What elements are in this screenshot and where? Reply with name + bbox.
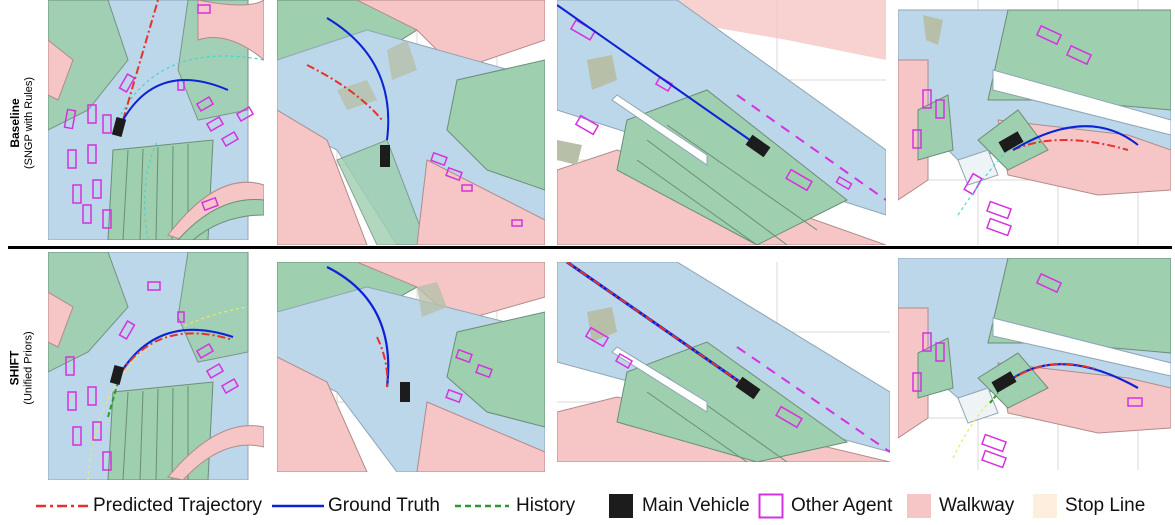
row-subtitle: (SNGP with Rules)	[23, 76, 36, 169]
legend-label: Other Agent	[791, 495, 893, 516]
legend: Predicted Trajectory Ground Truth Histor…	[0, 488, 1175, 524]
map-panel-baseline-1	[48, 0, 264, 240]
map-panel-baseline-2	[277, 0, 545, 245]
row-divider	[8, 246, 1172, 249]
map-panel-shift-4	[898, 258, 1171, 470]
legend-predicted-trajectory: Predicted Trajectory	[36, 488, 262, 524]
legend-label: Ground Truth	[328, 495, 440, 516]
map-panel-baseline-3	[557, 0, 886, 245]
predicted-trajectory-swatch	[36, 504, 90, 508]
legend-ground-truth: Ground Truth	[272, 488, 440, 524]
legend-label: Predicted Trajectory	[93, 495, 262, 516]
legend-label: Main Vehicle	[642, 495, 750, 516]
map-panel-shift-3	[557, 262, 890, 462]
legend-history: History	[455, 488, 575, 524]
other-agent-swatch	[758, 493, 784, 519]
legend-main-vehicle: Main Vehicle	[608, 488, 750, 524]
stop-line-swatch	[1033, 494, 1057, 518]
map-panel-shift-1	[48, 252, 264, 480]
map-panel-baseline-4	[898, 0, 1171, 245]
legend-label: Walkway	[939, 495, 1015, 516]
row-label-baseline: Baseline (SNGP with Rules)	[0, 0, 44, 245]
ground-truth-swatch	[272, 504, 324, 508]
history-swatch	[455, 504, 509, 508]
legend-walkway: Walkway	[906, 488, 1014, 524]
main-vehicle-swatch	[609, 494, 633, 518]
walkway-swatch	[907, 494, 931, 518]
legend-stop-line: Stop Line	[1032, 488, 1145, 524]
row-title: SHIFT	[8, 350, 23, 385]
row-label-shift: SHIFT (Unified Priors)	[0, 250, 44, 485]
row-title: Baseline	[8, 97, 23, 148]
legend-other-agent: Other Agent	[758, 488, 892, 524]
legend-label: Stop Line	[1065, 495, 1146, 516]
map-panel-shift-2	[277, 262, 545, 472]
row-subtitle: (Unified Priors)	[23, 330, 36, 405]
legend-label: History	[516, 495, 576, 516]
